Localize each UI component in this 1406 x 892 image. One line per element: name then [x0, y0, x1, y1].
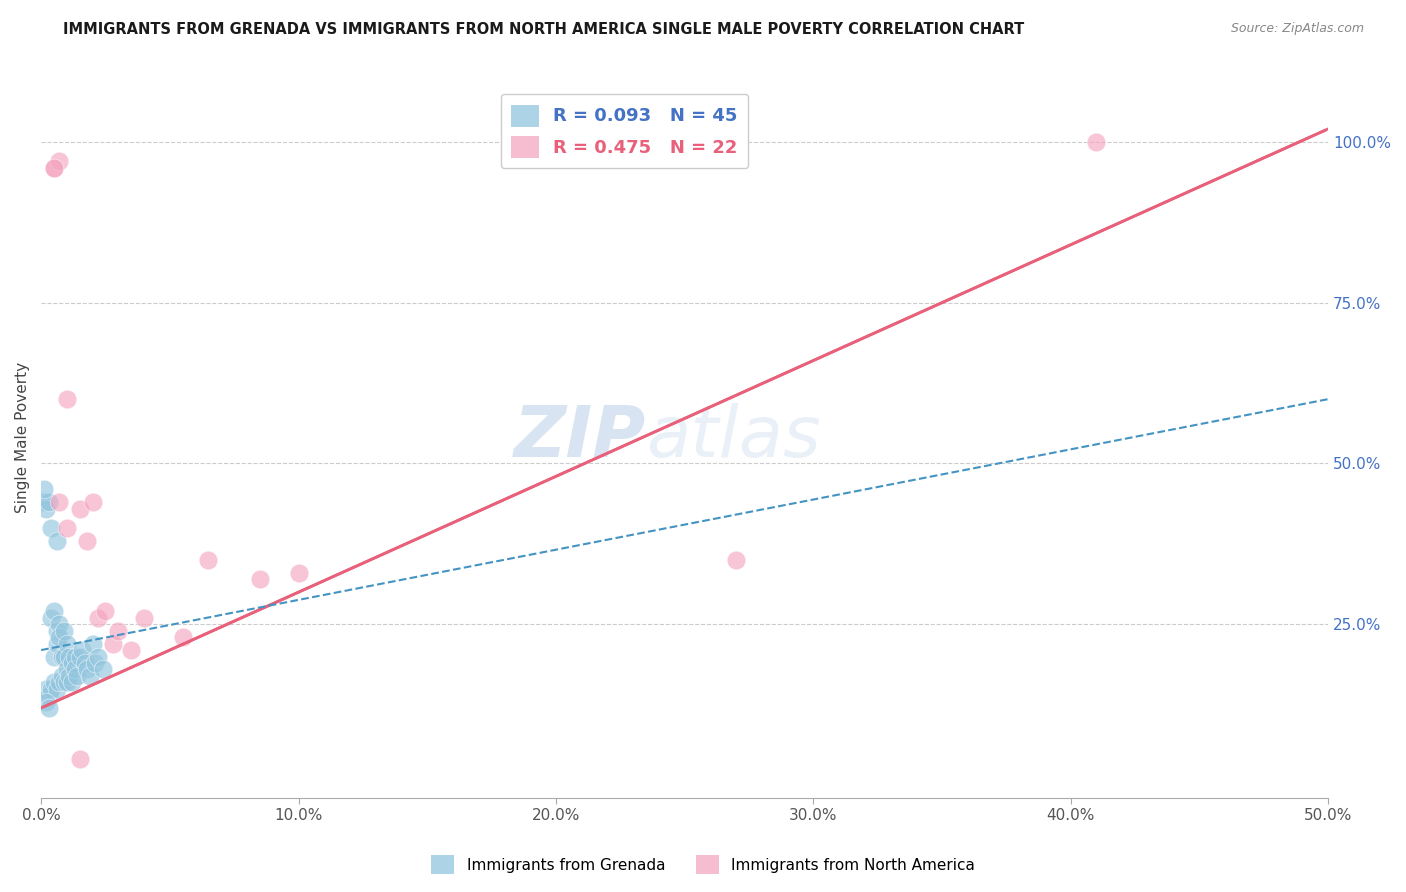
Point [56, 521, 79, 535]
Point [48, 630, 70, 644]
Point [41, 611, 63, 625]
Point [51, 649, 73, 664]
Text: ZIP: ZIP [513, 403, 645, 472]
Point [56, 662, 79, 676]
Point [51, 669, 73, 683]
Point [42, 675, 65, 690]
Point [60, 675, 83, 690]
Point [287, 566, 309, 580]
Point [56, 675, 79, 690]
Point [38, 688, 60, 702]
Point [56, 637, 79, 651]
Point [76, 533, 98, 548]
Point [58, 649, 80, 664]
Point [132, 611, 155, 625]
Point [249, 572, 271, 586]
Point [60, 656, 83, 670]
Text: Source: ZipAtlas.com: Source: ZipAtlas.com [1230, 22, 1364, 36]
Point [82, 637, 104, 651]
Point [45, 681, 67, 696]
Point [91, 662, 114, 676]
Point [63, 662, 86, 676]
Point [35, 694, 58, 708]
Point [53, 675, 76, 690]
Point [1085, 135, 1108, 149]
Point [69, 501, 91, 516]
Point [42, 161, 65, 175]
Point [107, 624, 129, 638]
Point [48, 617, 70, 632]
Point [42, 605, 65, 619]
Point [69, 752, 91, 766]
Point [84, 656, 107, 670]
Point [48, 495, 70, 509]
Point [53, 624, 76, 638]
Point [87, 649, 110, 664]
Y-axis label: Single Male Poverty: Single Male Poverty [15, 362, 30, 513]
Point [82, 495, 104, 509]
Point [76, 662, 98, 676]
Legend: Immigrants from Grenada, Immigrants from North America: Immigrants from Grenada, Immigrants from… [425, 849, 981, 880]
Point [53, 649, 76, 664]
Point [66, 669, 89, 683]
Point [58, 669, 80, 683]
Point [56, 392, 79, 406]
Point [35, 501, 58, 516]
Text: IMMIGRANTS FROM GRENADA VS IMMIGRANTS FROM NORTH AMERICA SINGLE MALE POVERTY COR: IMMIGRANTS FROM GRENADA VS IMMIGRANTS FR… [63, 22, 1025, 37]
Legend: R = 0.093   N = 45, R = 0.475   N = 22: R = 0.093 N = 45, R = 0.475 N = 22 [501, 94, 748, 169]
Point [197, 553, 219, 567]
Point [48, 154, 70, 169]
Point [72, 643, 94, 657]
Point [45, 533, 67, 548]
Point [45, 624, 67, 638]
Point [35, 681, 58, 696]
Point [94, 605, 117, 619]
Point [32, 482, 55, 496]
Point [172, 630, 194, 644]
Point [38, 701, 60, 715]
Point [87, 611, 110, 625]
Point [69, 649, 91, 664]
Point [73, 656, 96, 670]
Point [103, 637, 125, 651]
Point [32, 495, 55, 509]
Point [45, 637, 67, 651]
Point [41, 681, 63, 696]
Point [63, 649, 86, 664]
Point [38, 495, 60, 509]
Point [79, 669, 101, 683]
Point [120, 643, 142, 657]
Point [42, 649, 65, 664]
Text: atlas: atlas [645, 403, 821, 472]
Point [41, 521, 63, 535]
Point [42, 161, 65, 175]
Point [48, 675, 70, 690]
Point [725, 553, 748, 567]
